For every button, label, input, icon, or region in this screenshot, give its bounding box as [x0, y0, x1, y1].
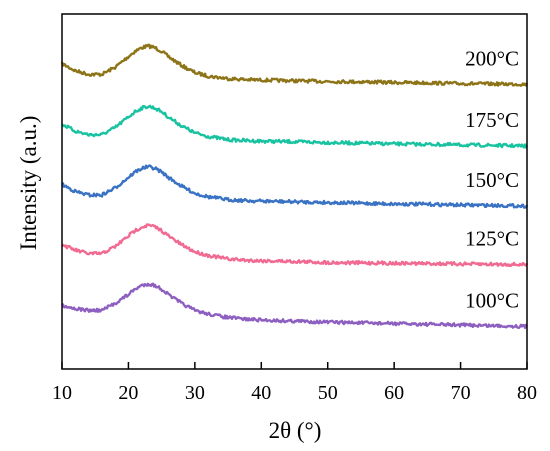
x-tick-label: 20 — [118, 382, 138, 404]
x-tick-label: 60 — [384, 382, 404, 404]
series-line-200 — [60, 43, 529, 87]
x-tick-label: 10 — [52, 382, 72, 404]
series-label-100: 100°C — [465, 288, 519, 312]
y-axis-title: Intensity (a.u.) — [16, 116, 41, 251]
series-labels: 200°C 175°C 150°C 125°C 100°C — [465, 46, 519, 312]
series-line-125 — [61, 223, 529, 268]
series-line-175 — [61, 104, 529, 149]
series-label-125: 125°C — [465, 227, 519, 251]
x-tick-label: 50 — [318, 382, 338, 404]
x-tick-label: 30 — [185, 382, 205, 404]
x-tick-label: 70 — [451, 382, 471, 404]
x-tick-label: 80 — [517, 382, 537, 404]
series-line-100 — [61, 282, 528, 330]
series-label-200: 200°C — [465, 46, 519, 70]
x-ticks: 10 20 30 40 50 60 70 80 — [52, 362, 537, 404]
series-label-175: 175°C — [465, 108, 519, 132]
series-line-150 — [61, 164, 529, 209]
series-label-150: 150°C — [465, 168, 519, 192]
plot-frame — [61, 13, 528, 370]
x-axis-title: 2θ (°) — [269, 418, 322, 443]
series-layer — [60, 43, 529, 330]
x-tick-label: 40 — [251, 382, 271, 404]
